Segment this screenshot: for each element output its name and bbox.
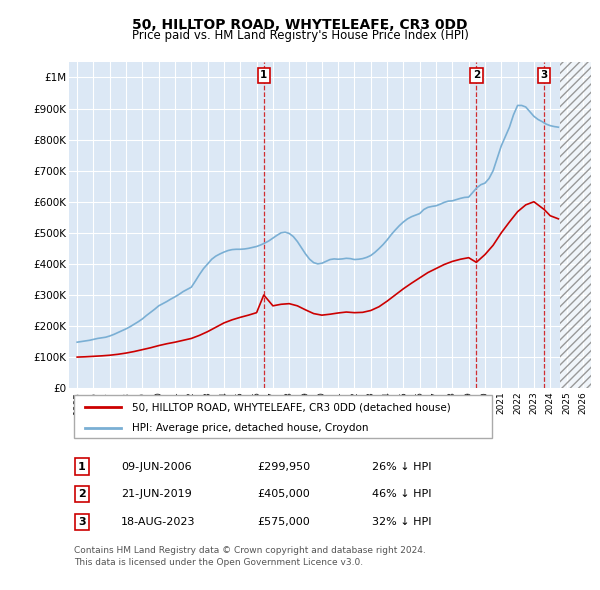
- Text: 2: 2: [473, 70, 480, 80]
- Text: £575,000: £575,000: [257, 517, 310, 527]
- Text: 09-JUN-2006: 09-JUN-2006: [121, 461, 192, 471]
- Text: £405,000: £405,000: [257, 489, 310, 499]
- Text: 3: 3: [78, 517, 86, 527]
- Text: 32% ↓ HPI: 32% ↓ HPI: [372, 517, 431, 527]
- Text: 26% ↓ HPI: 26% ↓ HPI: [372, 461, 431, 471]
- Text: 3: 3: [541, 70, 548, 80]
- Text: 1: 1: [78, 461, 86, 471]
- Bar: [560, 62, 591, 388]
- Text: Price paid vs. HM Land Registry's House Price Index (HPI): Price paid vs. HM Land Registry's House …: [131, 30, 469, 42]
- Text: 21-JUN-2019: 21-JUN-2019: [121, 489, 192, 499]
- Text: 46% ↓ HPI: 46% ↓ HPI: [372, 489, 431, 499]
- FancyBboxPatch shape: [74, 395, 492, 438]
- Text: Contains HM Land Registry data © Crown copyright and database right 2024.
This d: Contains HM Land Registry data © Crown c…: [74, 546, 426, 567]
- Text: HPI: Average price, detached house, Croydon: HPI: Average price, detached house, Croy…: [131, 423, 368, 433]
- Text: 18-AUG-2023: 18-AUG-2023: [121, 517, 196, 527]
- Text: £299,950: £299,950: [257, 461, 310, 471]
- Text: 1: 1: [260, 70, 268, 80]
- Text: 50, HILLTOP ROAD, WHYTELEAFE, CR3 0DD: 50, HILLTOP ROAD, WHYTELEAFE, CR3 0DD: [132, 18, 468, 32]
- Bar: [560, 62, 591, 388]
- Text: 50, HILLTOP ROAD, WHYTELEAFE, CR3 0DD (detached house): 50, HILLTOP ROAD, WHYTELEAFE, CR3 0DD (d…: [131, 402, 451, 412]
- Text: 2: 2: [78, 489, 86, 499]
